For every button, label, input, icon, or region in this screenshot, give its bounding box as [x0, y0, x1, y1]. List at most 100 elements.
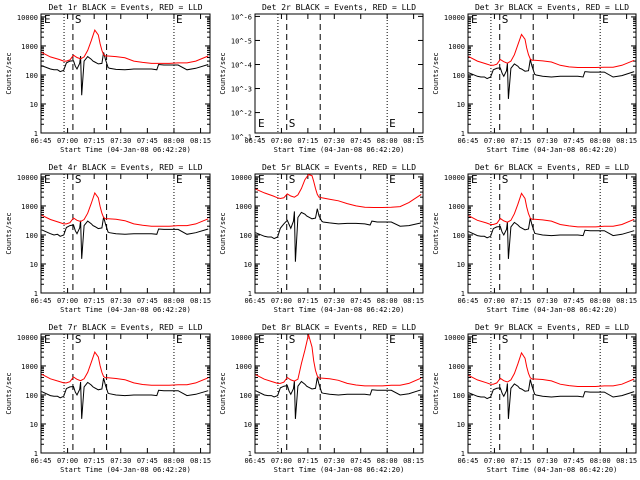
y-tick-label: 10000: [17, 334, 38, 342]
y-tick-label: 100: [452, 392, 465, 400]
series-line-lld: [41, 351, 209, 386]
x-axis-label: Start Time (04-Jan-08 06:42:20): [487, 306, 618, 314]
y-tick-label: 100: [25, 72, 38, 80]
chart-title: Det 2r BLACK = Events, RED = LLD: [262, 3, 416, 12]
y-tick-label: 10^-5: [231, 37, 252, 45]
x-tick-label: 07:00: [271, 137, 292, 145]
y-tick-label: 100: [239, 392, 252, 400]
marker-e: E: [602, 13, 609, 26]
x-tick-label: 06:45: [457, 457, 478, 465]
marker-s: S: [289, 173, 296, 186]
marker-s: S: [75, 173, 82, 186]
chart-title: Det 3r BLACK = Events, RED = LLD: [475, 3, 629, 12]
marker-e: E: [176, 333, 183, 346]
x-tick-label: 07:00: [57, 137, 78, 145]
series-line-lld: [468, 351, 635, 387]
plot-frame: [467, 13, 637, 134]
y-tick-label: 1: [34, 130, 38, 138]
y-tick-label: 10: [30, 101, 38, 109]
series-line-events: [41, 216, 209, 259]
panel-det-4r: Det 4r BLACK = Events, RED = LLD 06:45 07:…: [5, 163, 211, 314]
marker-s: S: [75, 13, 82, 26]
x-tick-label: 06:45: [30, 297, 51, 305]
x-tick-label: 07:00: [484, 457, 505, 465]
chart-title: Det 6r BLACK = Events, RED = LLD: [475, 163, 629, 172]
x-axis-label: Start Time (04-Jan-08 06:42:20): [487, 146, 618, 154]
x-axis-label: Start Time (04-Jan-08 06:42:20): [60, 306, 191, 314]
y-tick-label: 10: [457, 261, 465, 269]
series-line-events: [468, 379, 635, 419]
y-axis-label: Counts/sec: [432, 372, 440, 414]
y-tick-label: 10000: [17, 174, 38, 182]
y-axis-label: Counts/sec: [5, 372, 13, 414]
x-tick-label: 07:00: [271, 297, 292, 305]
x-tick-label: 07:30: [110, 457, 131, 465]
x-tick-label: 07:15: [510, 297, 531, 305]
x-tick-label: 07:30: [537, 137, 558, 145]
x-tick-label: 08:15: [403, 457, 424, 465]
x-tick-label: 08:00: [377, 457, 398, 465]
x-tick-label: 08:15: [403, 137, 424, 145]
marker-e: E: [176, 13, 183, 26]
x-tick-label: 08:15: [616, 137, 637, 145]
y-tick-label: 1000: [235, 203, 252, 211]
y-tick-label: 100: [25, 232, 38, 240]
y-axis-label: Counts/sec: [5, 52, 13, 94]
marker-e-start: E: [44, 173, 51, 186]
marker-s: S: [289, 333, 296, 346]
y-tick-label: 1: [248, 290, 252, 298]
marker-e-start: E: [44, 13, 51, 26]
marker-e-start: E: [258, 173, 265, 186]
marker-e: E: [389, 117, 396, 130]
x-tick-label: 08:00: [377, 297, 398, 305]
series-line-events: [41, 52, 209, 96]
y-tick-label: 10: [30, 421, 38, 429]
y-tick-label: 100: [452, 72, 465, 80]
chart-title: Det 1r BLACK = Events, RED = LLD: [48, 3, 202, 12]
plot-frame: [467, 173, 637, 294]
y-axis-label: Counts/sec: [432, 212, 440, 254]
y-axis-label: Counts/sec: [219, 372, 227, 414]
x-tick-label: 07:30: [110, 137, 131, 145]
marker-e-start: E: [258, 117, 265, 130]
y-axis-label: Counts/sec: [219, 52, 227, 94]
plot-frame: [40, 173, 211, 294]
panel-det-1r: Det 1r BLACK = Events, RED = LLD 06:45 07:…: [5, 3, 211, 154]
x-axis-label: Start Time (04-Jan-08 06:42:20): [274, 146, 405, 154]
y-tick-label: 1000: [448, 363, 465, 371]
y-tick-label: 10000: [444, 334, 465, 342]
x-tick-label: 07:00: [271, 457, 292, 465]
plot-frame: [254, 13, 424, 134]
x-tick-label: 07:15: [84, 137, 105, 145]
y-tick-label: 10: [244, 421, 252, 429]
series-line-lld: [468, 33, 635, 68]
y-tick-label: 1000: [235, 363, 252, 371]
x-tick-label: 07:30: [324, 457, 345, 465]
x-axis-label: Start Time (04-Jan-08 06:42:20): [487, 466, 618, 474]
x-tick-label: 07:15: [297, 297, 318, 305]
marker-e: E: [389, 333, 396, 346]
x-tick-label: 08:15: [190, 457, 211, 465]
series-line-events: [468, 217, 635, 259]
series-line-events: [468, 59, 635, 99]
marker-s: S: [75, 333, 82, 346]
panel-det-9r: Det 9r BLACK = Events, RED = LLD 06:45 07:…: [432, 323, 637, 474]
series-line-events: [255, 208, 422, 262]
x-tick-label: 06:45: [244, 137, 265, 145]
chart-title: Det 5r BLACK = Events, RED = LLD: [262, 163, 416, 172]
x-tick-label: 06:45: [30, 137, 51, 145]
x-tick-label: 06:45: [457, 137, 478, 145]
marker-s: S: [502, 173, 509, 186]
y-tick-label: 10000: [231, 174, 252, 182]
x-tick-label: 08:15: [190, 137, 211, 145]
y-tick-label: 1: [34, 450, 38, 458]
marker-e: E: [602, 333, 609, 346]
y-tick-label: 10: [457, 421, 465, 429]
marker-e-start: E: [471, 13, 478, 26]
x-tick-label: 07:00: [484, 297, 505, 305]
panel-det-7r: Det 7r BLACK = Events, RED = LLD 06:45 07:…: [5, 323, 211, 474]
x-tick-label: 07:45: [563, 297, 584, 305]
y-tick-label: 10^-2: [231, 110, 252, 118]
panel-det-6r: Det 6r BLACK = Events, RED = LLD 06:45 07:…: [432, 163, 637, 314]
x-tick-label: 07:30: [324, 137, 345, 145]
